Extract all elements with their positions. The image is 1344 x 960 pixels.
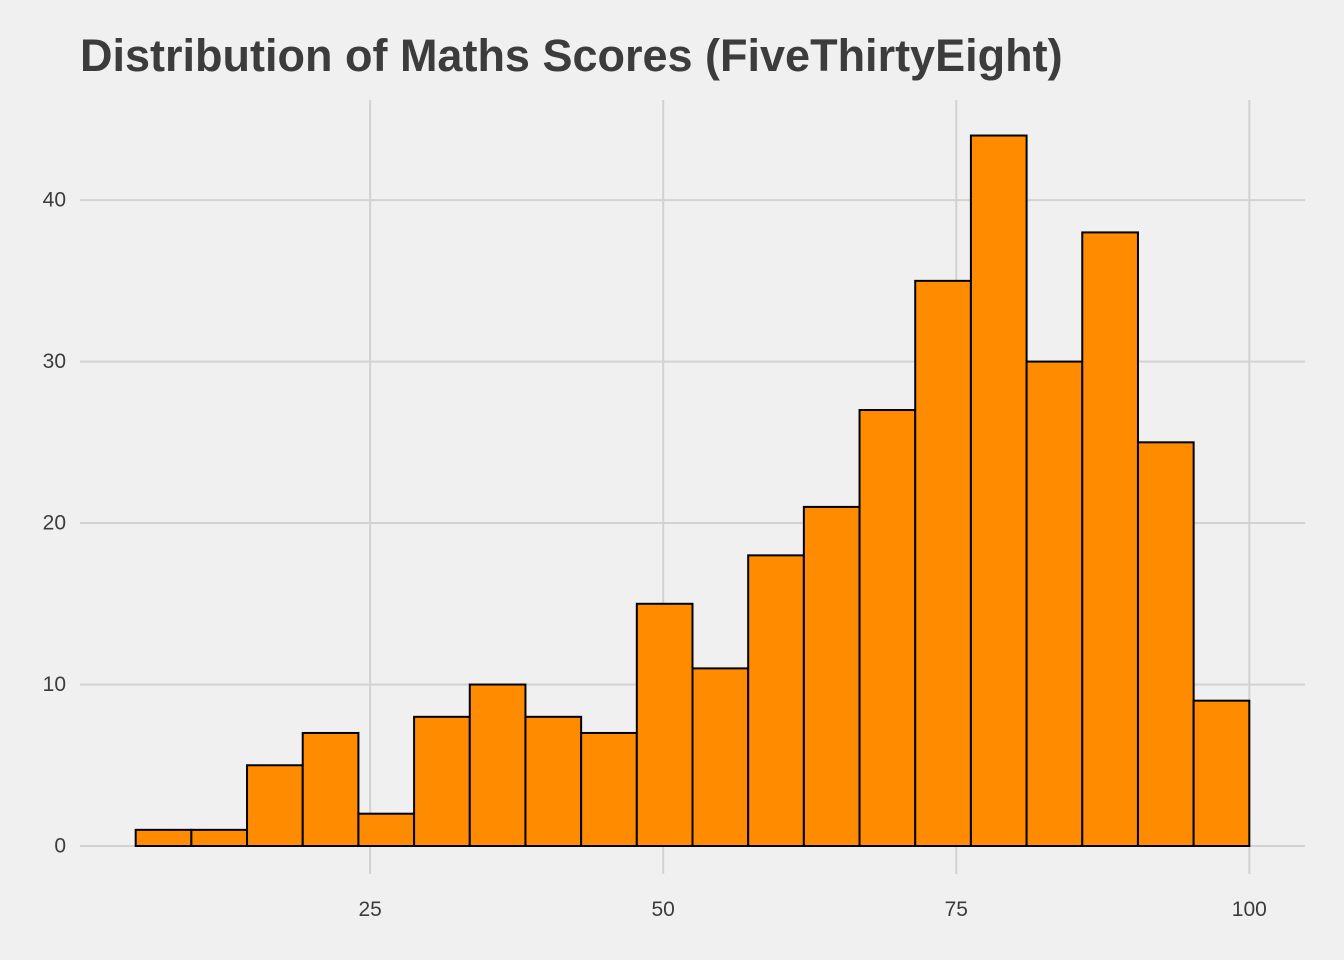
y-tick-label: 30 xyxy=(43,350,66,373)
x-tick-label: 50 xyxy=(652,898,675,921)
histogram-bar xyxy=(914,279,972,847)
histogram-bars xyxy=(134,134,1251,848)
histogram-bar xyxy=(969,134,1028,847)
histogram-bar xyxy=(1192,699,1251,848)
histogram-bar xyxy=(858,409,917,847)
histogram-bar xyxy=(524,715,583,847)
y-tick-label: 0 xyxy=(54,835,66,858)
y-tick-label: 10 xyxy=(43,673,66,696)
y-tick-label: 40 xyxy=(43,189,66,212)
y-tick-label: 20 xyxy=(43,512,66,535)
histogram-bar xyxy=(635,602,694,848)
x-tick-label: 100 xyxy=(1232,898,1267,921)
histogram-bar xyxy=(246,764,304,848)
histogram-bar xyxy=(468,683,527,847)
histogram-bar xyxy=(134,828,193,848)
x-tick-label: 75 xyxy=(945,898,968,921)
histogram-bar xyxy=(747,554,805,847)
histogram-bar xyxy=(413,715,471,847)
histogram-bar xyxy=(1081,231,1139,847)
x-axis-tick-labels: 25 50 75 100 xyxy=(358,898,1266,921)
histogram-bar xyxy=(190,828,249,848)
histogram-bar xyxy=(357,812,416,847)
x-tick-label: 25 xyxy=(358,898,381,921)
histogram-bar xyxy=(1136,441,1195,847)
histogram-bar xyxy=(691,667,750,848)
histogram-bar xyxy=(1025,360,1084,847)
y-axis-tick-labels: 0 10 20 30 40 xyxy=(43,189,66,858)
histogram-bar xyxy=(802,505,861,847)
histogram-bar xyxy=(301,731,360,848)
chart-title: Distribution of Maths Scores (FiveThirty… xyxy=(80,30,1063,81)
histogram-bar xyxy=(580,731,638,848)
